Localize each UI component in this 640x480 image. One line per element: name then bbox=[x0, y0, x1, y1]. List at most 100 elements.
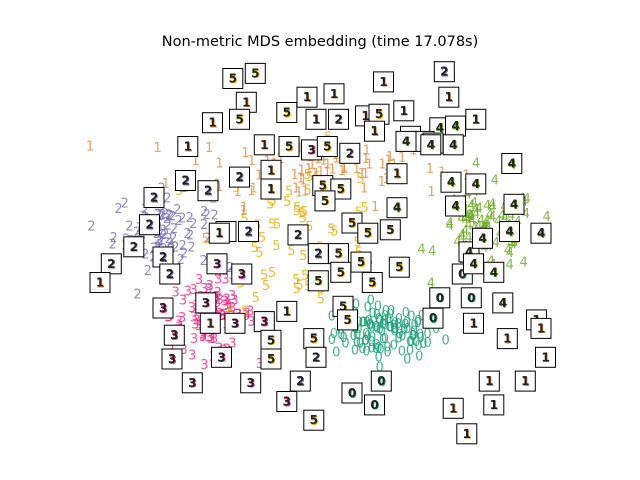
digit-thumbnail-4: 44 bbox=[530, 222, 552, 244]
thumbnail-digit: 2 bbox=[294, 228, 302, 242]
scatter-point-digit-2: 2 bbox=[144, 264, 152, 279]
thumbnail-digit-shadow: 1 bbox=[268, 164, 276, 178]
scatter-point-digit-0: 0 bbox=[394, 331, 402, 346]
scatter-point-digit-3: 3 bbox=[228, 301, 236, 316]
digit-thumbnail-4: 44 bbox=[503, 193, 525, 215]
thumbnail-digit: 5 bbox=[267, 352, 275, 366]
digit-thumbnail-3: 33 bbox=[211, 346, 232, 368]
thumbnail-digit-shadow: 2 bbox=[151, 191, 159, 205]
digit-thumbnail-1: 11 bbox=[393, 100, 415, 122]
scatter-point-digit-4: 4 bbox=[481, 219, 489, 234]
scatter-point-digit-3: 3 bbox=[188, 349, 196, 364]
scatter-point-digit-2: 2 bbox=[174, 214, 182, 229]
thumbnail-digit: 5 bbox=[267, 333, 275, 347]
scatter-point-digit-0: 0 bbox=[373, 308, 381, 323]
thumbnail-frame bbox=[231, 263, 253, 285]
scatter-point-digit-1: 1 bbox=[358, 167, 366, 182]
thumbnail-digit-shadow: 1 bbox=[522, 375, 530, 389]
thumbnail-digit-shadow: 1 bbox=[542, 351, 550, 365]
thumbnail-digit-shadow: 2 bbox=[346, 147, 354, 161]
thumbnail-digit: 0 bbox=[348, 386, 356, 400]
digit-thumbnail-4: 44 bbox=[499, 221, 520, 242]
digit-thumbnail-5: 55 bbox=[330, 261, 352, 283]
thumbnail-frame bbox=[305, 346, 327, 368]
scatter-point-digit-0: 0 bbox=[416, 331, 424, 346]
scatter-point-digit-1: 1 bbox=[365, 158, 373, 173]
scatter-point-digit-0: 0 bbox=[368, 335, 376, 350]
thumbnail-digit-shadow: 2 bbox=[146, 219, 154, 233]
thumbnail-digit-shadow: 1 bbox=[504, 332, 512, 346]
thumbnail-frame bbox=[330, 261, 352, 283]
thumbnail-frame bbox=[314, 190, 336, 212]
digit-thumbnail-1: 11 bbox=[442, 397, 464, 419]
digit-thumbnail-5: 55 bbox=[260, 348, 282, 370]
scatter-point-digit-2: 2 bbox=[186, 211, 194, 226]
digit-thumbnail-2: 22 bbox=[123, 236, 145, 258]
thumbnail-frame bbox=[143, 187, 165, 208]
scatter-point-digit-0: 0 bbox=[353, 328, 361, 343]
scatter-point-digit-0: 0 bbox=[356, 337, 364, 352]
thumbnail-digit-shadow: 2 bbox=[315, 247, 323, 261]
scatter-point-digit-1: 1 bbox=[241, 146, 249, 161]
thumbnail-digit-shadow: 1 bbox=[268, 183, 276, 197]
digit-thumbnail-3: 33 bbox=[240, 372, 262, 394]
thumbnail-digit: 1 bbox=[393, 167, 401, 181]
thumbnail-frame bbox=[197, 180, 219, 202]
scatter-point-digit-0: 0 bbox=[391, 321, 399, 336]
scatter-point-digit-0: 0 bbox=[351, 344, 359, 359]
thumbnail-digit-shadow: 5 bbox=[387, 224, 395, 238]
scatter-point-digit-4: 4 bbox=[504, 243, 512, 258]
thumbnail-digit-shadow: 2 bbox=[441, 66, 449, 80]
scatter-point-digit-0: 0 bbox=[412, 335, 420, 350]
scatter-point-digit-1: 1 bbox=[426, 162, 434, 177]
scatter-point-digit-3: 3 bbox=[221, 299, 229, 314]
thumbnail-digit-shadow: 3 bbox=[171, 329, 179, 343]
digit-thumbnail-2: 22 bbox=[197, 180, 219, 202]
digit-thumbnail-5: 55 bbox=[361, 272, 383, 293]
digit-thumbnail-1: 11 bbox=[89, 272, 111, 293]
thumbnail-frame bbox=[483, 261, 505, 283]
thumbnail-digit: 1 bbox=[541, 350, 549, 364]
thumbnail-frame bbox=[208, 222, 230, 244]
scatter-point-digit-1: 1 bbox=[361, 167, 369, 182]
scatter-point-digit-3: 3 bbox=[200, 282, 208, 297]
digit-thumbnail-0: 00 bbox=[460, 287, 482, 309]
scatter-point-digit-5: 5 bbox=[260, 269, 268, 284]
digit-thumbnail-1: 11 bbox=[535, 346, 556, 368]
scatter-point-digit-5: 5 bbox=[305, 220, 313, 235]
scatter-point-digit-4: 4 bbox=[457, 212, 465, 227]
thumbnail-digit: 5 bbox=[334, 247, 342, 261]
digit-thumbnail-0: 00 bbox=[370, 370, 392, 392]
thumbnail-digit-shadow: 4 bbox=[470, 258, 478, 272]
thumbnail-frame bbox=[296, 86, 318, 108]
digit-thumbnail-2: 22 bbox=[287, 224, 309, 246]
scatter-point-digit-0: 0 bbox=[376, 342, 384, 357]
thumbnail-digit: 4 bbox=[499, 296, 507, 310]
scatter-point-digit-4: 4 bbox=[488, 197, 496, 212]
thumbnail-digit: 5 bbox=[395, 260, 403, 274]
scatter-point-digit-2: 2 bbox=[165, 232, 173, 247]
thumbnail-digit-shadow: 2 bbox=[313, 351, 321, 365]
thumbnail-digit: 5 bbox=[283, 106, 291, 120]
scatter-point-digit-4: 4 bbox=[470, 196, 478, 211]
thumbnail-digit-shadow: 4 bbox=[466, 246, 474, 260]
thumbnail-digit-shadow: 5 bbox=[310, 414, 318, 428]
scatter-point-digit-4: 4 bbox=[458, 228, 466, 243]
digit-thumbnail-1: 11 bbox=[296, 86, 318, 108]
scatter-point-digit-1: 1 bbox=[240, 201, 248, 216]
scatter-point-digit-4: 4 bbox=[464, 208, 472, 223]
thumbnail-digit: 1 bbox=[400, 104, 408, 118]
thumbnail-digit-shadow: 1 bbox=[243, 96, 251, 110]
thumbnail-digit: 1 bbox=[267, 163, 275, 177]
scatter-point-digit-3: 3 bbox=[210, 332, 218, 347]
scatter-point-digit-4: 4 bbox=[464, 187, 472, 202]
thumbnail-digit-shadow: 3 bbox=[232, 317, 240, 331]
thumbnail-digit-shadow: 5 bbox=[229, 72, 237, 86]
digit-thumbnail-4: 44 bbox=[463, 253, 484, 275]
thumbnail-frame bbox=[501, 153, 523, 174]
thumbnail-frame bbox=[463, 312, 484, 334]
scatter-point-digit-3: 3 bbox=[188, 301, 196, 316]
thumbnail-digit-shadow: 1 bbox=[463, 428, 471, 442]
thumbnail-digit: 3 bbox=[231, 316, 239, 330]
thumbnail-digit: 5 bbox=[314, 274, 322, 288]
